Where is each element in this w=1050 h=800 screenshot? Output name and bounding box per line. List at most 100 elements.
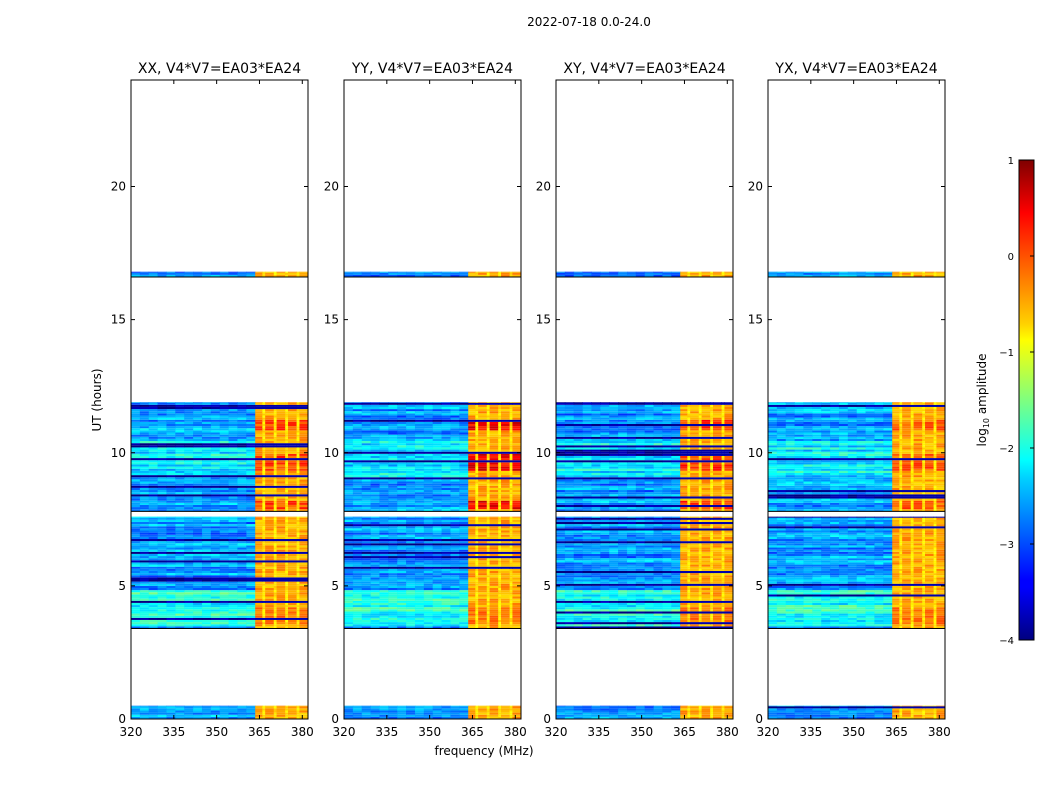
- heatmap-cell: [299, 532, 309, 535]
- heatmap-cell: [414, 624, 425, 627]
- heatmap-cell: [228, 481, 238, 484]
- heatmap-cell: [379, 541, 389, 544]
- heatmap-cell: [148, 411, 159, 414]
- heatmap-cell: [262, 441, 266, 444]
- heatmap-cell: [512, 462, 522, 465]
- heatmap-cell: [450, 519, 460, 522]
- heatmap-cell: [219, 428, 229, 431]
- heatmap-cell: [432, 472, 442, 476]
- heatmap-cell: [501, 498, 510, 501]
- heatmap-cell: [131, 558, 141, 561]
- heatmap-cell: [361, 436, 372, 439]
- heatmap-cell: [166, 556, 176, 559]
- heatmap-cell: [459, 447, 469, 450]
- heatmap-cell: [489, 466, 499, 469]
- heatmap-cell: [148, 507, 159, 510]
- heatmap-cell: [237, 712, 247, 715]
- heatmap-cell: [441, 615, 451, 618]
- heatmap-cell: [210, 560, 221, 563]
- heatmap-cell: [501, 605, 510, 608]
- heatmap-cell: [489, 605, 499, 608]
- heatmap-cell: [184, 445, 194, 448]
- heatmap-cell: [131, 434, 141, 437]
- heatmap-cell: [166, 526, 176, 529]
- heatmap-cell: [175, 530, 185, 533]
- heatmap-cell: [450, 430, 460, 433]
- heatmap-cell: [131, 500, 141, 503]
- heatmap-cell: [379, 708, 389, 711]
- heatmap-cell: [509, 532, 513, 535]
- heatmap-cell: [273, 570, 277, 574]
- heatmap-cell: [388, 615, 398, 618]
- heatmap-cell: [432, 526, 442, 529]
- heatmap-cell: [361, 708, 372, 711]
- heatmap-cell: [276, 585, 286, 589]
- heatmap-cell: [423, 443, 434, 446]
- heatmap-cell: [246, 462, 256, 465]
- heatmap-cell: [139, 519, 150, 522]
- heatmap-cell: [273, 475, 277, 478]
- heatmap-cell: [262, 502, 266, 505]
- heatmap-cell: [486, 577, 490, 580]
- heatmap-cell: [397, 622, 407, 625]
- heatmap-cell: [193, 558, 203, 561]
- heatmap-cell: [157, 451, 167, 454]
- heatmap-cell: [441, 472, 451, 476]
- heatmap-cell: [501, 516, 510, 518]
- heatmap-cell: [296, 502, 300, 505]
- heatmap-cell: [273, 556, 277, 559]
- heatmap-cell: [512, 615, 522, 618]
- heatmap-cell: [131, 475, 141, 478]
- heatmap-cell: [388, 509, 398, 512]
- heatmap-cell: [379, 504, 389, 508]
- heatmap-cell: [276, 619, 286, 623]
- heatmap-cell: [285, 534, 289, 537]
- heatmap-cell: [397, 502, 407, 505]
- heatmap-cell: [131, 477, 141, 480]
- heatmap-cell: [210, 526, 221, 529]
- heatmap-cell: [459, 547, 469, 550]
- heatmap-cell: [441, 458, 451, 461]
- heatmap-cell: [423, 611, 434, 614]
- heatmap-cell: [344, 592, 354, 595]
- heatmap-cell: [344, 423, 354, 427]
- heatmap-cell: [157, 453, 167, 456]
- heatmap-cell: [193, 579, 203, 582]
- heatmap-cell: [255, 562, 263, 565]
- heatmap-cell: [184, 570, 194, 574]
- heatmap-cell: [175, 468, 185, 471]
- heatmap-cell: [255, 579, 263, 582]
- heatmap-cell: [489, 468, 499, 471]
- heatmap-cell: [379, 458, 389, 461]
- heatmap-cell: [296, 575, 300, 578]
- heatmap-cell: [370, 545, 380, 548]
- heatmap-cell: [432, 705, 442, 707]
- heatmap-cell: [237, 605, 247, 608]
- heatmap-cell: [219, 423, 229, 427]
- heatmap-cell: [450, 500, 460, 503]
- heatmap-cell: [157, 562, 167, 565]
- heatmap-cell: [361, 517, 372, 520]
- heatmap-cell: [486, 600, 490, 603]
- heatmap-cell: [379, 496, 389, 499]
- heatmap-cell: [406, 551, 416, 554]
- heatmap-cell: [388, 526, 398, 529]
- heatmap-cell: [498, 566, 502, 569]
- heatmap-cell: [166, 447, 176, 450]
- heatmap-cell: [166, 466, 176, 469]
- heatmap-cell: [486, 573, 490, 576]
- heatmap-cell: [486, 516, 490, 518]
- heatmap-cell: [276, 600, 286, 603]
- heatmap-cell: [255, 496, 263, 499]
- heatmap-cell: [139, 436, 150, 439]
- heatmap-cell: [228, 496, 238, 499]
- heatmap-cell: [512, 507, 522, 510]
- heatmap-cell: [157, 545, 167, 548]
- heatmap-cell: [237, 453, 247, 456]
- heatmap-cell: [166, 592, 176, 595]
- heatmap-cell: [478, 432, 488, 435]
- heatmap-cell: [501, 613, 510, 616]
- heatmap-cell: [237, 710, 247, 713]
- heatmap-cell: [498, 710, 502, 713]
